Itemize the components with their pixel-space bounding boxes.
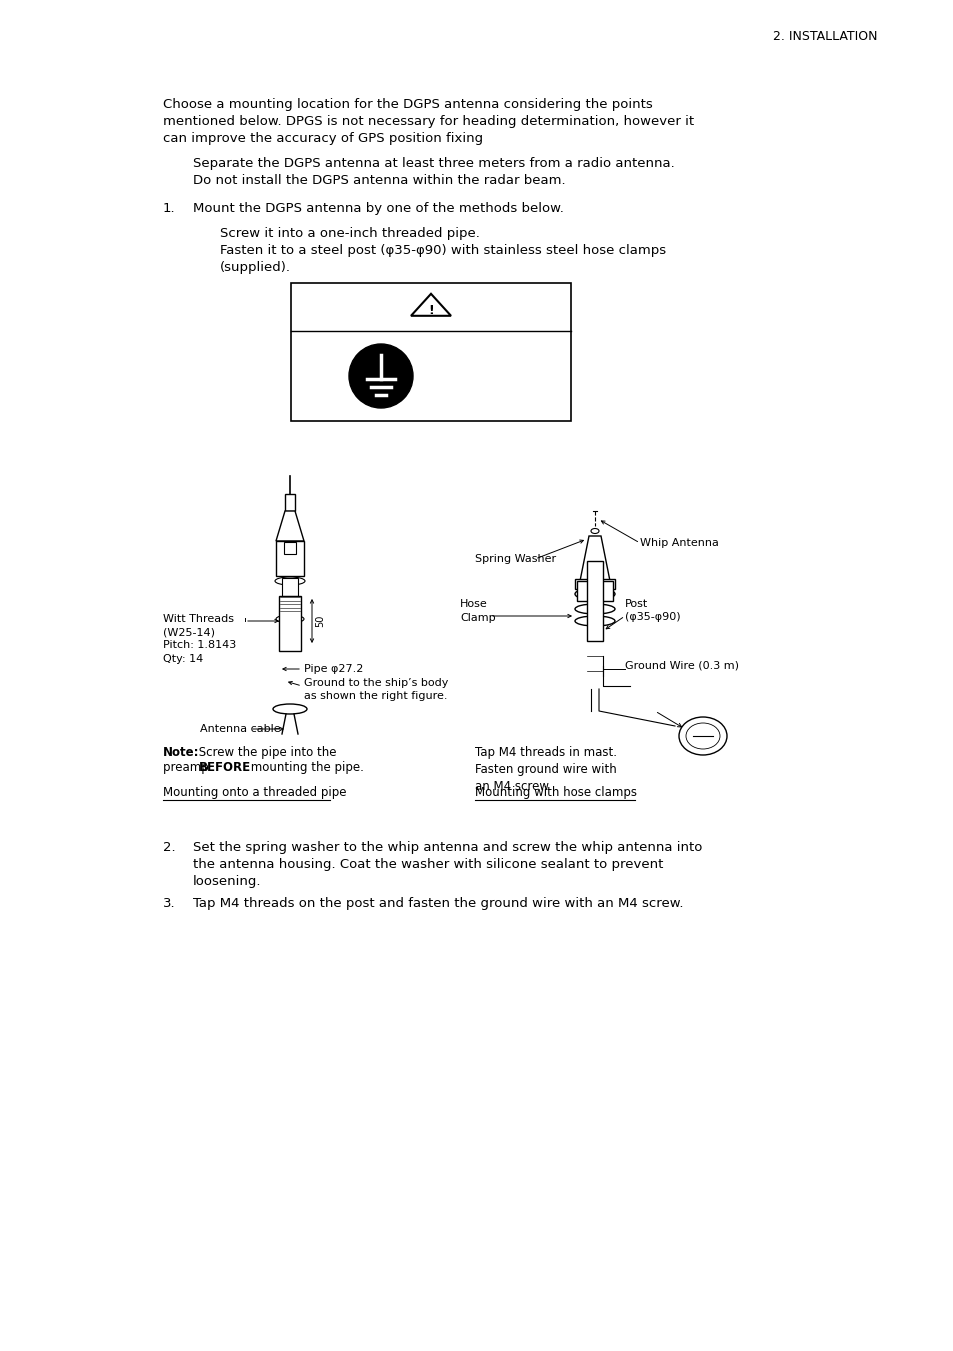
Text: Spring Washer: Spring Washer xyxy=(475,554,556,563)
Text: can improve the accuracy of GPS position fixing: can improve the accuracy of GPS position… xyxy=(163,132,482,145)
Text: (supplied).: (supplied). xyxy=(220,261,291,274)
Text: 1.: 1. xyxy=(163,203,175,215)
Ellipse shape xyxy=(349,345,413,408)
Text: Mounting onto a threaded pipe: Mounting onto a threaded pipe xyxy=(163,786,346,798)
Text: 50: 50 xyxy=(314,615,325,627)
Text: Separate the DGPS antenna at least three meters from a radio antenna.: Separate the DGPS antenna at least three… xyxy=(193,157,674,170)
Text: Screw it into a one-inch threaded pipe.: Screw it into a one-inch threaded pipe. xyxy=(220,227,479,240)
Text: Pipe φ27.2: Pipe φ27.2 xyxy=(304,663,363,674)
Text: Do not install the DGPS antenna within the radar beam.: Do not install the DGPS antenna within t… xyxy=(193,174,565,186)
Text: !: ! xyxy=(428,304,434,317)
Text: Fasten it to a steel post (φ35-φ90) with stainless steel hose clamps: Fasten it to a steel post (φ35-φ90) with… xyxy=(220,245,665,257)
Polygon shape xyxy=(275,511,304,540)
Text: loosening.: loosening. xyxy=(193,875,261,888)
Bar xyxy=(280,612,299,624)
Text: 2.: 2. xyxy=(163,842,175,854)
Bar xyxy=(586,561,602,640)
Bar xyxy=(285,494,294,511)
Ellipse shape xyxy=(273,704,307,713)
Text: as shown the right figure.: as shown the right figure. xyxy=(304,690,447,701)
Text: Witt Threads
(W25-14)
Pitch: 1.8143
Qty: 14: Witt Threads (W25-14) Pitch: 1.8143 Qty:… xyxy=(163,613,236,663)
Text: Set the spring washer to the whip antenna and screw the whip antenna into: Set the spring washer to the whip antenn… xyxy=(193,842,701,854)
Text: Post
(φ35-φ90): Post (φ35-φ90) xyxy=(624,598,679,623)
Ellipse shape xyxy=(274,577,305,585)
Text: BEFORE: BEFORE xyxy=(199,761,251,774)
Text: Mount the DGPS antenna by one of the methods below.: Mount the DGPS antenna by one of the met… xyxy=(193,203,563,215)
Bar xyxy=(275,540,304,576)
Bar xyxy=(291,282,571,422)
Text: the antenna housing. Coat the washer with silicone sealant to prevent: the antenna housing. Coat the washer wit… xyxy=(193,858,662,871)
Ellipse shape xyxy=(575,616,615,626)
Ellipse shape xyxy=(275,615,304,623)
Text: 3.: 3. xyxy=(163,897,175,911)
Ellipse shape xyxy=(590,528,598,534)
Text: Ground Wire (0.3 m): Ground Wire (0.3 m) xyxy=(624,661,739,671)
Text: Hose
Clamp: Hose Clamp xyxy=(459,600,496,623)
Bar xyxy=(282,612,297,624)
Polygon shape xyxy=(411,293,451,316)
Bar xyxy=(278,596,301,651)
Polygon shape xyxy=(578,536,610,586)
Text: Screw the pipe into the: Screw the pipe into the xyxy=(194,746,336,759)
Text: Antenna cable: Antenna cable xyxy=(200,724,280,734)
Bar xyxy=(577,581,613,601)
Text: Whip Antenna: Whip Antenna xyxy=(639,538,719,549)
Ellipse shape xyxy=(679,717,726,755)
Bar xyxy=(284,542,295,554)
Bar xyxy=(575,580,615,589)
Text: 2. INSTALLATION: 2. INSTALLATION xyxy=(773,30,877,43)
Ellipse shape xyxy=(575,604,615,613)
Bar xyxy=(282,578,297,596)
Ellipse shape xyxy=(685,723,720,748)
Text: Tap M4 threads on the post and fasten the ground wire with an M4 screw.: Tap M4 threads on the post and fasten th… xyxy=(193,897,682,911)
Ellipse shape xyxy=(575,588,615,600)
Text: Tap M4 threads in mast.
Fasten ground wire with
an M4 screw.: Tap M4 threads in mast. Fasten ground wi… xyxy=(475,746,617,793)
Text: preamp: preamp xyxy=(163,761,213,774)
Text: mounting the pipe.: mounting the pipe. xyxy=(247,761,363,774)
Text: Ground to the ship’s body: Ground to the ship’s body xyxy=(304,678,448,688)
Text: mentioned below. DPGS is not necessary for heading determination, however it: mentioned below. DPGS is not necessary f… xyxy=(163,115,694,128)
Text: Choose a mounting location for the DGPS antenna considering the points: Choose a mounting location for the DGPS … xyxy=(163,99,652,111)
Text: Mounting with hose clamps: Mounting with hose clamps xyxy=(475,786,637,798)
Text: Note:: Note: xyxy=(163,746,199,759)
